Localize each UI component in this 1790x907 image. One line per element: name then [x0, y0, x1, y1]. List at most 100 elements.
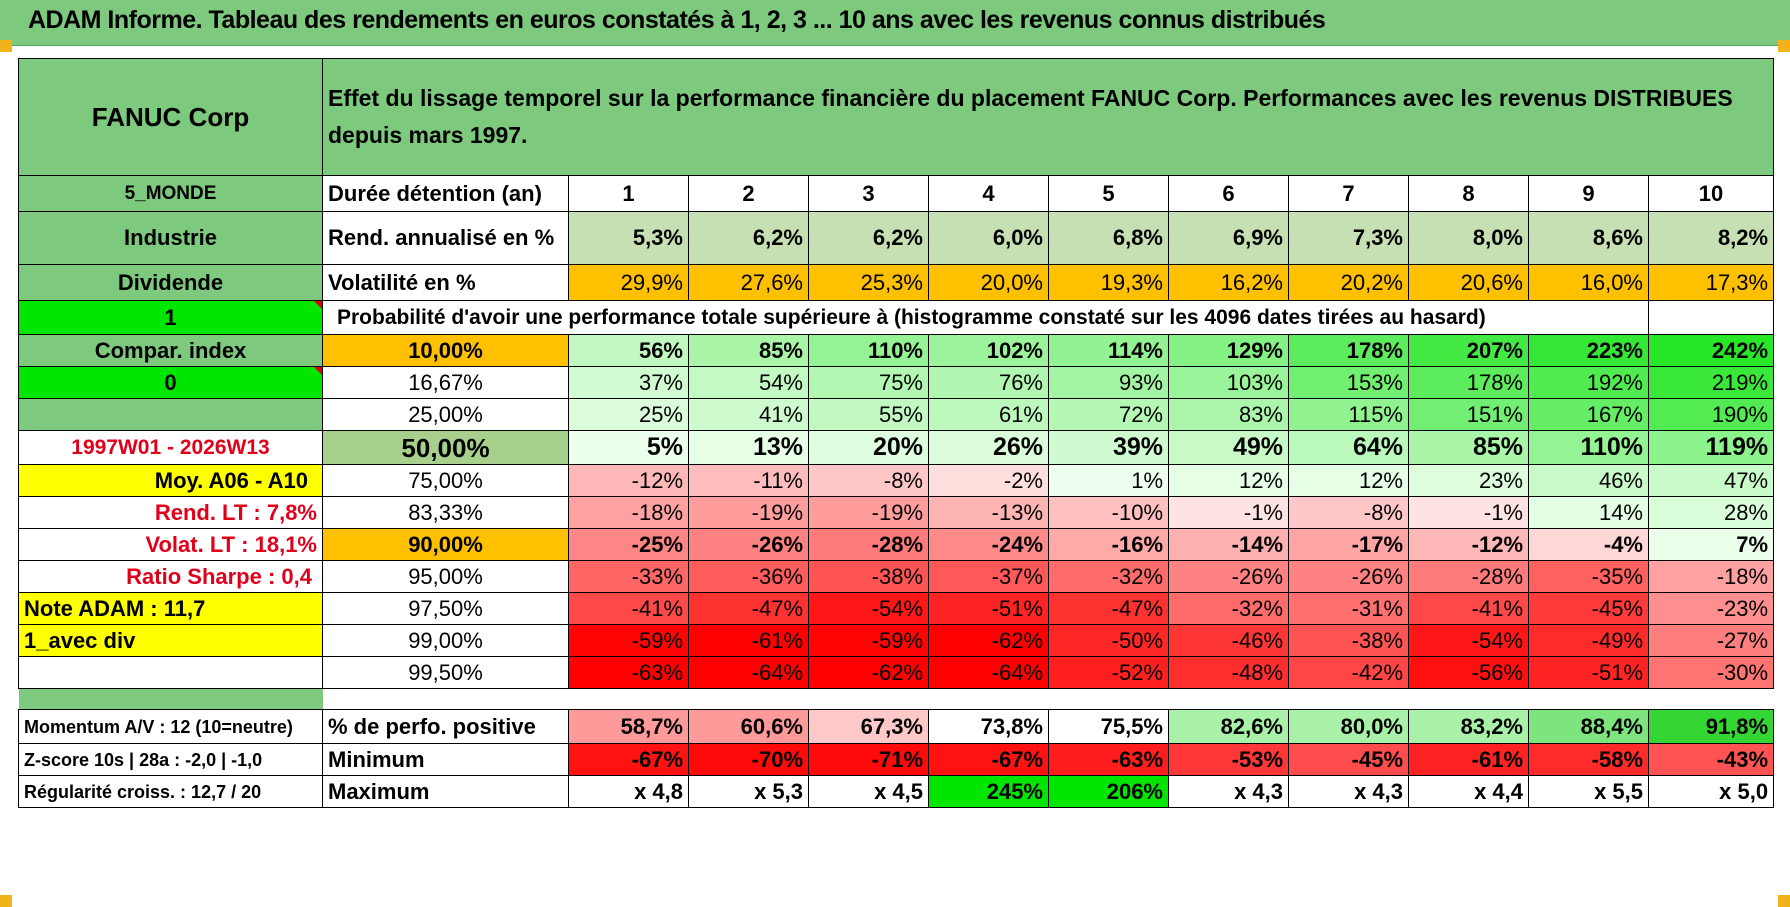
duration-label: Durée détention (an) — [322, 175, 569, 212]
percentile-value-cell: -24% — [928, 528, 1049, 561]
empty-label — [18, 398, 323, 431]
probability-caption: Probabilité d'avoir une performance tota… — [322, 300, 1649, 335]
frame-marker — [0, 895, 12, 907]
flag-zero: 0 — [18, 366, 323, 399]
percentile-value-cell: -59% — [568, 624, 689, 657]
percentile-value-cell: 103% — [1168, 366, 1289, 399]
percentile-value-cell: -2% — [928, 464, 1049, 497]
percentile-value-cell: 75% — [808, 366, 929, 399]
maximum-cell: x 4,5 — [808, 775, 929, 808]
percentile-value-cell: 1% — [1048, 464, 1169, 497]
percentile-value-cell: 223% — [1528, 334, 1649, 367]
frame-marker — [1778, 40, 1790, 52]
maximum-cell: x 4,4 — [1408, 775, 1529, 808]
minimum-cell: -63% — [1048, 743, 1169, 776]
percentile-value-cell: 47% — [1647, 464, 1775, 497]
annual-return-cell: 8,2% — [1647, 211, 1775, 265]
annual-return-cell: 6,9% — [1168, 211, 1289, 265]
percentile-value-cell: -36% — [688, 560, 809, 593]
percentile-value-cell: 41% — [688, 398, 809, 431]
percentile-value-cell: 110% — [1528, 430, 1649, 465]
percentile-value-cell: 14% — [1528, 496, 1649, 529]
percentile-value-cell: -54% — [808, 592, 929, 625]
maximum-cell: x 4,8 — [568, 775, 689, 808]
long-term-return-label: Rend. LT : 7,8% — [18, 496, 323, 529]
percentile-value-cell: -38% — [808, 560, 929, 593]
dividend-mode-label: 1_avec div — [18, 624, 323, 657]
annual-return-cell: 6,2% — [808, 211, 929, 265]
percentile-value-cell: 242% — [1647, 334, 1775, 367]
separator-cell — [323, 689, 1774, 710]
percentile-label: 75,00% — [322, 464, 569, 497]
percentile-value-cell: -18% — [568, 496, 689, 529]
frame-marker — [1778, 895, 1790, 907]
percentile-value-cell: -62% — [928, 624, 1049, 657]
percentile-value-cell: -10% — [1048, 496, 1169, 529]
volatility-cell: 29,9% — [568, 264, 689, 301]
annual-return-cell: 5,3% — [568, 211, 689, 265]
minimum-cell: -43% — [1647, 743, 1775, 776]
percentile-value-cell: 13% — [688, 430, 809, 465]
separator-cell — [18, 688, 323, 710]
frame-marker — [0, 40, 12, 52]
percentile-value-cell: -63% — [568, 656, 689, 689]
percentile-value-cell: -56% — [1408, 656, 1529, 689]
compar-index-label: Compar. index — [18, 334, 323, 367]
annual-return-cell: 8,0% — [1408, 211, 1529, 265]
percentile-label: 25,00% — [322, 398, 569, 431]
percentile-value-cell: -61% — [688, 624, 809, 657]
percentile-value-cell: -26% — [1168, 560, 1289, 593]
percentile-label: 95,00% — [322, 560, 569, 593]
positive-share-cell: 88,4% — [1528, 709, 1649, 744]
positive-share-cell: 83,2% — [1408, 709, 1529, 744]
percentile-value-cell: 61% — [928, 398, 1049, 431]
minimum-cell: -70% — [688, 743, 809, 776]
returns-table: FANUC Corp Effet du lissage temporel sur… — [18, 58, 1775, 808]
maximum-cell: 245% — [928, 775, 1049, 808]
maximum-cell: x 5,0 — [1647, 775, 1775, 808]
percentile-value-cell: -14% — [1168, 528, 1289, 561]
minimum-cell: -67% — [568, 743, 689, 776]
company-name: FANUC Corp — [18, 58, 323, 176]
percentile-value-cell: 5% — [568, 430, 689, 465]
percentile-value-cell: 49% — [1168, 430, 1289, 465]
volatility-cell: 20,6% — [1408, 264, 1529, 301]
percentile-value-cell: -32% — [1168, 592, 1289, 625]
percentile-value-cell: 12% — [1168, 464, 1289, 497]
percentile-value-cell: -19% — [688, 496, 809, 529]
minimum-cell: -45% — [1288, 743, 1409, 776]
percentile-value-cell: -12% — [568, 464, 689, 497]
percentile-value-cell: 115% — [1288, 398, 1409, 431]
empty-label — [18, 656, 323, 689]
percentile-value-cell: 85% — [1408, 430, 1529, 465]
percentile-label: 16,67% — [322, 366, 569, 399]
percentile-value-cell: -45% — [1528, 592, 1649, 625]
percentile-value-cell: 20% — [808, 430, 929, 465]
maximum-cell: x 4,3 — [1288, 775, 1409, 808]
percentile-value-cell: 64% — [1288, 430, 1409, 465]
volatility-cell: 25,3% — [808, 264, 929, 301]
percentile-value-cell: 102% — [928, 334, 1049, 367]
percentile-label: 50,00% — [322, 430, 569, 465]
percentile-value-cell: 28% — [1647, 496, 1775, 529]
year-header: 9 — [1528, 175, 1649, 212]
percentile-value-cell: -47% — [1048, 592, 1169, 625]
percentile-value-cell: 26% — [928, 430, 1049, 465]
percentile-value-cell: 110% — [808, 334, 929, 367]
minimum-cell: -58% — [1528, 743, 1649, 776]
region-label: 5_MONDE — [18, 175, 323, 212]
percentile-value-cell: 219% — [1647, 366, 1775, 399]
percentile-value-cell: -42% — [1288, 656, 1409, 689]
percentile-value-cell: 37% — [568, 366, 689, 399]
percentile-label: 99,00% — [322, 624, 569, 657]
zscore-label: Z-score 10s | 28a : -2,0 | -1,0 — [18, 743, 323, 776]
volatility-cell: 16,2% — [1168, 264, 1289, 301]
percentile-value-cell: 55% — [808, 398, 929, 431]
percentile-value-cell: 93% — [1048, 366, 1169, 399]
positive-share-cell: 67,3% — [808, 709, 929, 744]
year-header: 2 — [688, 175, 809, 212]
percentile-value-cell: -35% — [1528, 560, 1649, 593]
sharpe-ratio-label: Ratio Sharpe : 0,4 — [18, 560, 323, 593]
percentile-label: 99,50% — [322, 656, 569, 689]
percentile-value-cell: 54% — [688, 366, 809, 399]
